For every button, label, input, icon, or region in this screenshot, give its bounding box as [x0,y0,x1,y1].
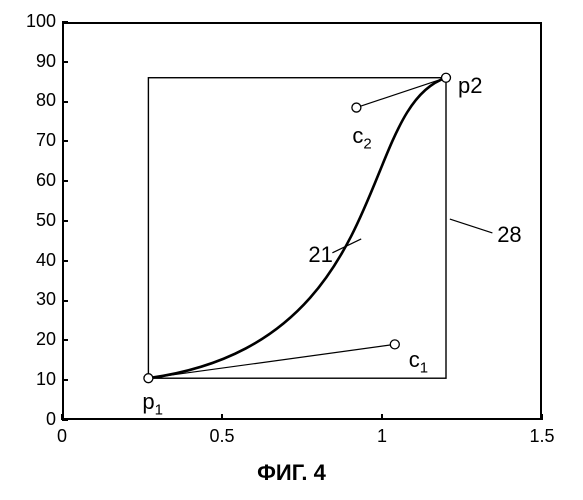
y-tick [62,180,68,182]
y-tick-label: 20 [20,329,56,350]
y-tick [62,339,68,341]
y-tick-label: 40 [20,250,56,271]
figure-caption: ФИГ. 4 [0,460,583,486]
label-c1: c1 [409,347,428,376]
label-n21: 21 [308,242,332,268]
y-tick-label: 60 [20,170,56,191]
chart-svg [0,0,583,500]
y-tick [62,61,68,63]
leader-28 [450,219,493,233]
marker-c1 [390,340,399,349]
y-tick-label: 80 [20,90,56,111]
y-tick-label: 70 [20,130,56,151]
leader-21 [332,239,361,253]
x-tick [541,414,543,420]
marker-p1 [144,374,153,383]
x-tick [61,414,63,420]
y-tick [62,300,68,302]
label-n28: 28 [497,222,521,248]
line-p2-c2 [356,78,446,108]
x-tick-label: 0.5 [197,426,247,447]
label-p2: p2 [458,73,482,99]
y-tick-label: 10 [20,369,56,390]
x-tick-label: 1 [357,426,407,447]
x-tick [381,414,383,420]
marker-c2 [352,103,361,112]
label-p1: p1 [142,389,163,418]
y-tick-label: 30 [20,289,56,310]
x-tick-label: 1.5 [517,426,567,447]
y-tick-label: 100 [20,11,56,32]
curve-21 [148,78,446,378]
x-tick-label: 0 [37,426,87,447]
y-tick [62,220,68,222]
line-p1-c1 [148,344,394,378]
y-tick [62,379,68,381]
y-tick [62,260,68,262]
y-tick [62,21,68,23]
label-c2: c2 [352,123,371,152]
y-tick-label: 90 [20,51,56,72]
x-tick [221,414,223,420]
y-tick [62,101,68,103]
marker-p2 [442,73,451,82]
y-tick [62,140,68,142]
figure-4: ФИГ. 4 010203040506070809010000.511.5p1p… [0,0,583,500]
y-tick-label: 50 [20,210,56,231]
